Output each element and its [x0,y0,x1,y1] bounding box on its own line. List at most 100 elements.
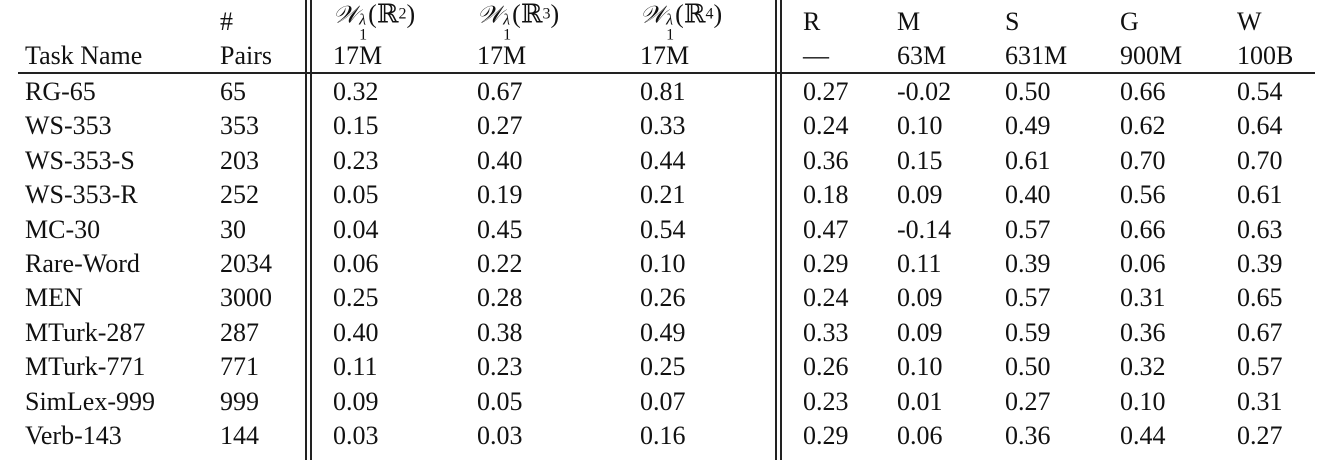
math-power: 3 [542,5,551,23]
table-cell: 0.33 [640,111,686,141]
table-cell: 0.23 [333,145,379,175]
task-name: WS-353-S [25,145,135,175]
column-header: 17M [477,41,527,70]
table-cell: 0.25 [640,352,686,382]
table-cell: 0.10 [640,249,686,278]
table-cell: 0.05 [477,386,523,416]
column-header: 17M [640,41,690,70]
table-cell: 0.61 [1237,180,1283,210]
table-cell: 0.70 [1237,145,1283,175]
table-cell: 0.44 [640,145,686,175]
table-cell: 0.21 [640,180,686,210]
table-cell: 0.54 [640,214,686,244]
table-cell: 0.38 [477,317,523,347]
math-power: 4 [705,5,714,23]
math-open: ( [368,0,377,29]
task-name: WS-353-R [25,180,138,210]
task-name: WS-353 [25,111,112,141]
table-cell: 0.06 [897,421,943,450]
column-header: R [803,7,821,36]
task-name: MC-30 [25,214,101,244]
table-cell: 0.28 [477,283,523,313]
column-header: Task Name [25,41,143,70]
table-cell: 0.09 [897,283,943,313]
column-divider [310,0,312,460]
table-cell: 0.18 [803,180,849,210]
table-cell: 0.49 [1005,111,1051,141]
table-cell: 771 [220,352,259,382]
table-cell: 0.09 [897,180,943,210]
table-cell: 0.15 [897,145,943,175]
table-cell: 0.09 [333,386,379,416]
table-cell: -0.02 [897,77,952,106]
table-cell: 0.29 [803,421,849,450]
table-cell: 0.67 [1237,317,1283,347]
table-cell: 30 [220,214,246,244]
math-sup: λ [503,11,511,29]
column-header: S [1005,7,1020,36]
column-header: 900M [1120,41,1183,70]
table-cell: 0.65 [1237,283,1283,313]
table-cell: 0.05 [333,180,379,210]
table-cell: 0.45 [477,214,523,244]
table-cell: 0.10 [1120,386,1166,416]
table-cell: 287 [220,317,259,347]
table-cell: 0.36 [803,145,849,175]
table-cell: 0.54 [1237,77,1283,106]
table-cell: 0.27 [1237,421,1283,450]
task-name: SimLex-999 [25,386,155,416]
math-sub: 1 [359,26,368,44]
math-field: ℝ [520,0,543,29]
table-cell: 0.81 [640,77,686,106]
math-field: ℝ [683,0,706,29]
table-cell: 0.15 [333,111,379,141]
table-cell: 0.36 [1120,317,1166,347]
task-name: MTurk-771 [25,352,146,382]
task-name: MTurk-287 [25,317,146,347]
task-name: Rare-Word [25,249,140,278]
table-cell: 0.61 [1005,145,1051,175]
table-cell: 0.57 [1005,283,1051,313]
column-header: 17M [333,41,383,70]
table-cell: 0.23 [477,352,523,382]
math-open: ( [675,0,684,29]
table-cell: 0.27 [803,77,849,106]
table-cell: 0.64 [1237,111,1283,141]
math-sub: 1 [503,26,512,44]
math-close: ) [713,0,723,29]
column-header: G [1120,7,1139,36]
table-cell: 0.32 [333,77,379,106]
math-power: 2 [398,5,407,23]
table-cell: 0.49 [640,317,686,347]
table-cell: 0.26 [803,352,849,382]
table-cell: 0.09 [897,317,943,347]
task-name: MEN [25,283,83,313]
table-cell: 0.32 [1120,352,1166,382]
table-cell: 0.66 [1120,214,1166,244]
table-cell: 0.63 [1237,214,1283,244]
math-base: 𝒲 [640,0,666,29]
column-divider [305,0,307,460]
table-cell: 0.57 [1237,352,1283,382]
task-name: RG-65 [25,77,96,106]
table-cell: 0.50 [1005,77,1051,106]
column-header: 63M [897,41,947,70]
table-cell: -0.14 [897,214,952,244]
table-cell: 0.01 [897,386,943,416]
column-header: # [220,7,233,36]
table-cell: 0.39 [1005,249,1051,278]
table-cell: 0.40 [477,145,523,175]
column-header: W [1237,7,1262,36]
table-cell: 0.26 [640,283,686,313]
column-divider [775,0,777,460]
table-cell: 0.23 [803,386,849,416]
table-cell: 0.44 [1120,421,1166,450]
table-cell: 0.66 [1120,77,1166,106]
table-cell: 0.39 [1237,249,1283,278]
task-name: Verb-143 [25,421,122,450]
table-cell: 0.10 [897,352,943,382]
math-sub: 1 [666,26,675,44]
